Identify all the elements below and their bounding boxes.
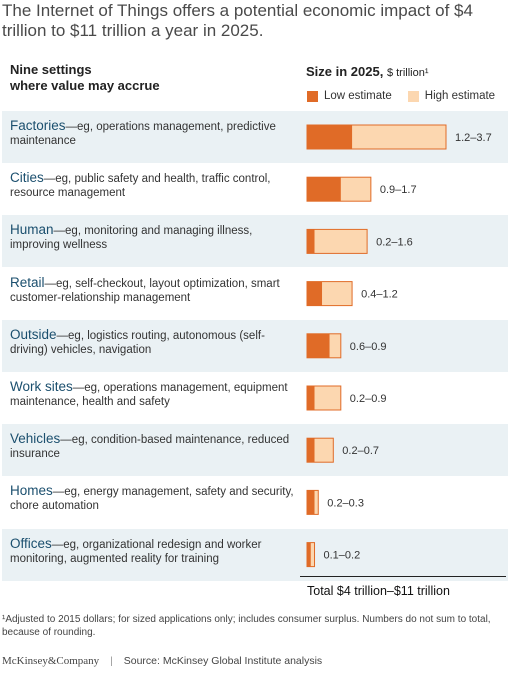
setting-label: Homes—eg, energy management, safety and …: [10, 484, 300, 513]
setting-row: Vehicles—eg, condition-based maintenance…: [2, 424, 508, 477]
setting-row: Offices—eg, organizational redesign and …: [2, 528, 508, 581]
setting-row: Homes—eg, energy management, safety and …: [2, 476, 508, 528]
setting-name: Work sites: [10, 379, 73, 394]
legend-high-label: High estimate: [424, 90, 496, 102]
setting-label: Offices—eg, organizational redesign and …: [10, 535, 300, 566]
settings-column-header: Nine settings where value may accrue: [10, 62, 160, 94]
total-label: Total $4 trillion–$11 trillion: [307, 584, 450, 598]
setting-row: Cities—eg, public safety and health, tra…: [2, 163, 508, 215]
setting-name: Cities: [10, 170, 44, 186]
setting-row: Work sites—eg, operations management, eq…: [2, 372, 508, 424]
size-column-header: Size in 2025, $ trillion¹: [306, 64, 429, 79]
setting-description: —eg, operations management, predictive m…: [10, 121, 276, 147]
source-text: Source: McKinsey Global Institute analys…: [123, 655, 323, 667]
setting-row: Human—eg, monitoring and managing illnes…: [2, 215, 508, 268]
footnote: ¹Adjusted to 2015 dollars; for sized app…: [2, 614, 491, 638]
chart-title: The Internet of Things offers a potentia…: [2, 1, 473, 40]
setting-row: Factories—eg, operations management, pre…: [2, 111, 508, 163]
brand-logo: McKinsey&Company: [2, 655, 100, 667]
setting-name: Homes: [10, 483, 53, 499]
setting-label: Retail—eg, self-checkout, layout optimiz…: [10, 274, 300, 305]
footer-separator: |: [110, 655, 113, 667]
size-column-header-unit: $ trillion¹: [386, 67, 429, 79]
setting-description: —eg, logistics routing, autonomous (self…: [10, 329, 265, 356]
setting-description: —eg, operations management, equipment ma…: [10, 382, 288, 408]
legend-high: High estimate: [407, 90, 496, 102]
setting-name: Vehicles: [10, 431, 61, 447]
setting-label: Work sites—eg, operations management, eq…: [10, 380, 300, 409]
setting-label: Outside—eg, logistics routing, autonomou…: [10, 326, 300, 357]
setting-label: Factories—eg, operations management, pre…: [10, 119, 300, 148]
setting-name: Factories: [10, 118, 66, 133]
setting-description: —eg, monitoring and managing illness, im…: [10, 225, 253, 252]
setting-row: Retail—eg, self-checkout, layout optimiz…: [2, 268, 508, 320]
setting-label: Cities—eg, public safety and health, tra…: [10, 171, 300, 200]
size-column-header-main: Size in 2025,: [306, 64, 384, 79]
setting-name: Outside: [10, 326, 57, 342]
legend: Low estimate High estimate: [307, 90, 495, 102]
setting-description: —eg, organizational redesign and worker …: [10, 538, 262, 565]
setting-description: —eg, public safety and health, traffic c…: [10, 173, 271, 200]
setting-description: —eg, self-checkout, layout optimization,…: [10, 277, 280, 304]
setting-name: Offices: [10, 535, 52, 551]
legend-low: Low estimate: [307, 90, 392, 102]
setting-description: —eg, condition-based maintenance, reduce…: [10, 434, 290, 461]
total-divider: [300, 576, 506, 577]
setting-name: Human: [10, 222, 54, 238]
legend-low-swatch: [307, 90, 318, 102]
legend-low-label: Low estimate: [324, 90, 392, 102]
setting-label: Vehicles—eg, condition-based maintenance…: [10, 432, 300, 461]
setting-row: Outside—eg, logistics routing, autonomou…: [2, 319, 508, 372]
settings-column-header-text: Nine settings where value may accrue: [10, 62, 160, 93]
footer: McKinsey&Company | Source: McKinsey Glob…: [2, 655, 322, 667]
legend-high-swatch: [407, 90, 419, 102]
setting-name: Retail: [10, 274, 45, 290]
setting-description: —eg, energy management, safety and secur…: [10, 486, 294, 513]
setting-label: Human—eg, monitoring and managing illnes…: [10, 223, 300, 252]
